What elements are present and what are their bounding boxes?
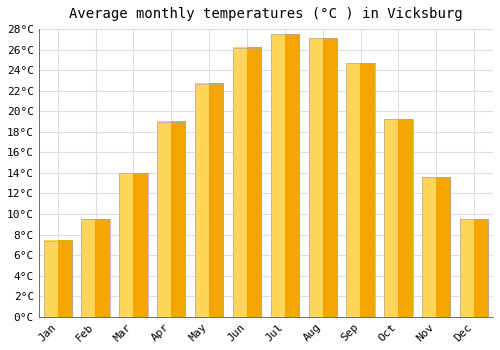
Bar <box>44 241 72 317</box>
Bar <box>157 121 186 317</box>
Bar <box>270 34 299 317</box>
Bar <box>422 177 450 317</box>
Bar <box>195 84 224 317</box>
Bar <box>233 48 261 317</box>
Bar <box>460 219 488 317</box>
Title: Average monthly temperatures (°C ) in Vicksburg: Average monthly temperatures (°C ) in Vi… <box>69 7 462 21</box>
Bar <box>308 38 337 317</box>
Bar <box>82 219 110 317</box>
Bar <box>346 63 375 317</box>
Bar <box>119 173 148 317</box>
Bar <box>384 119 412 317</box>
